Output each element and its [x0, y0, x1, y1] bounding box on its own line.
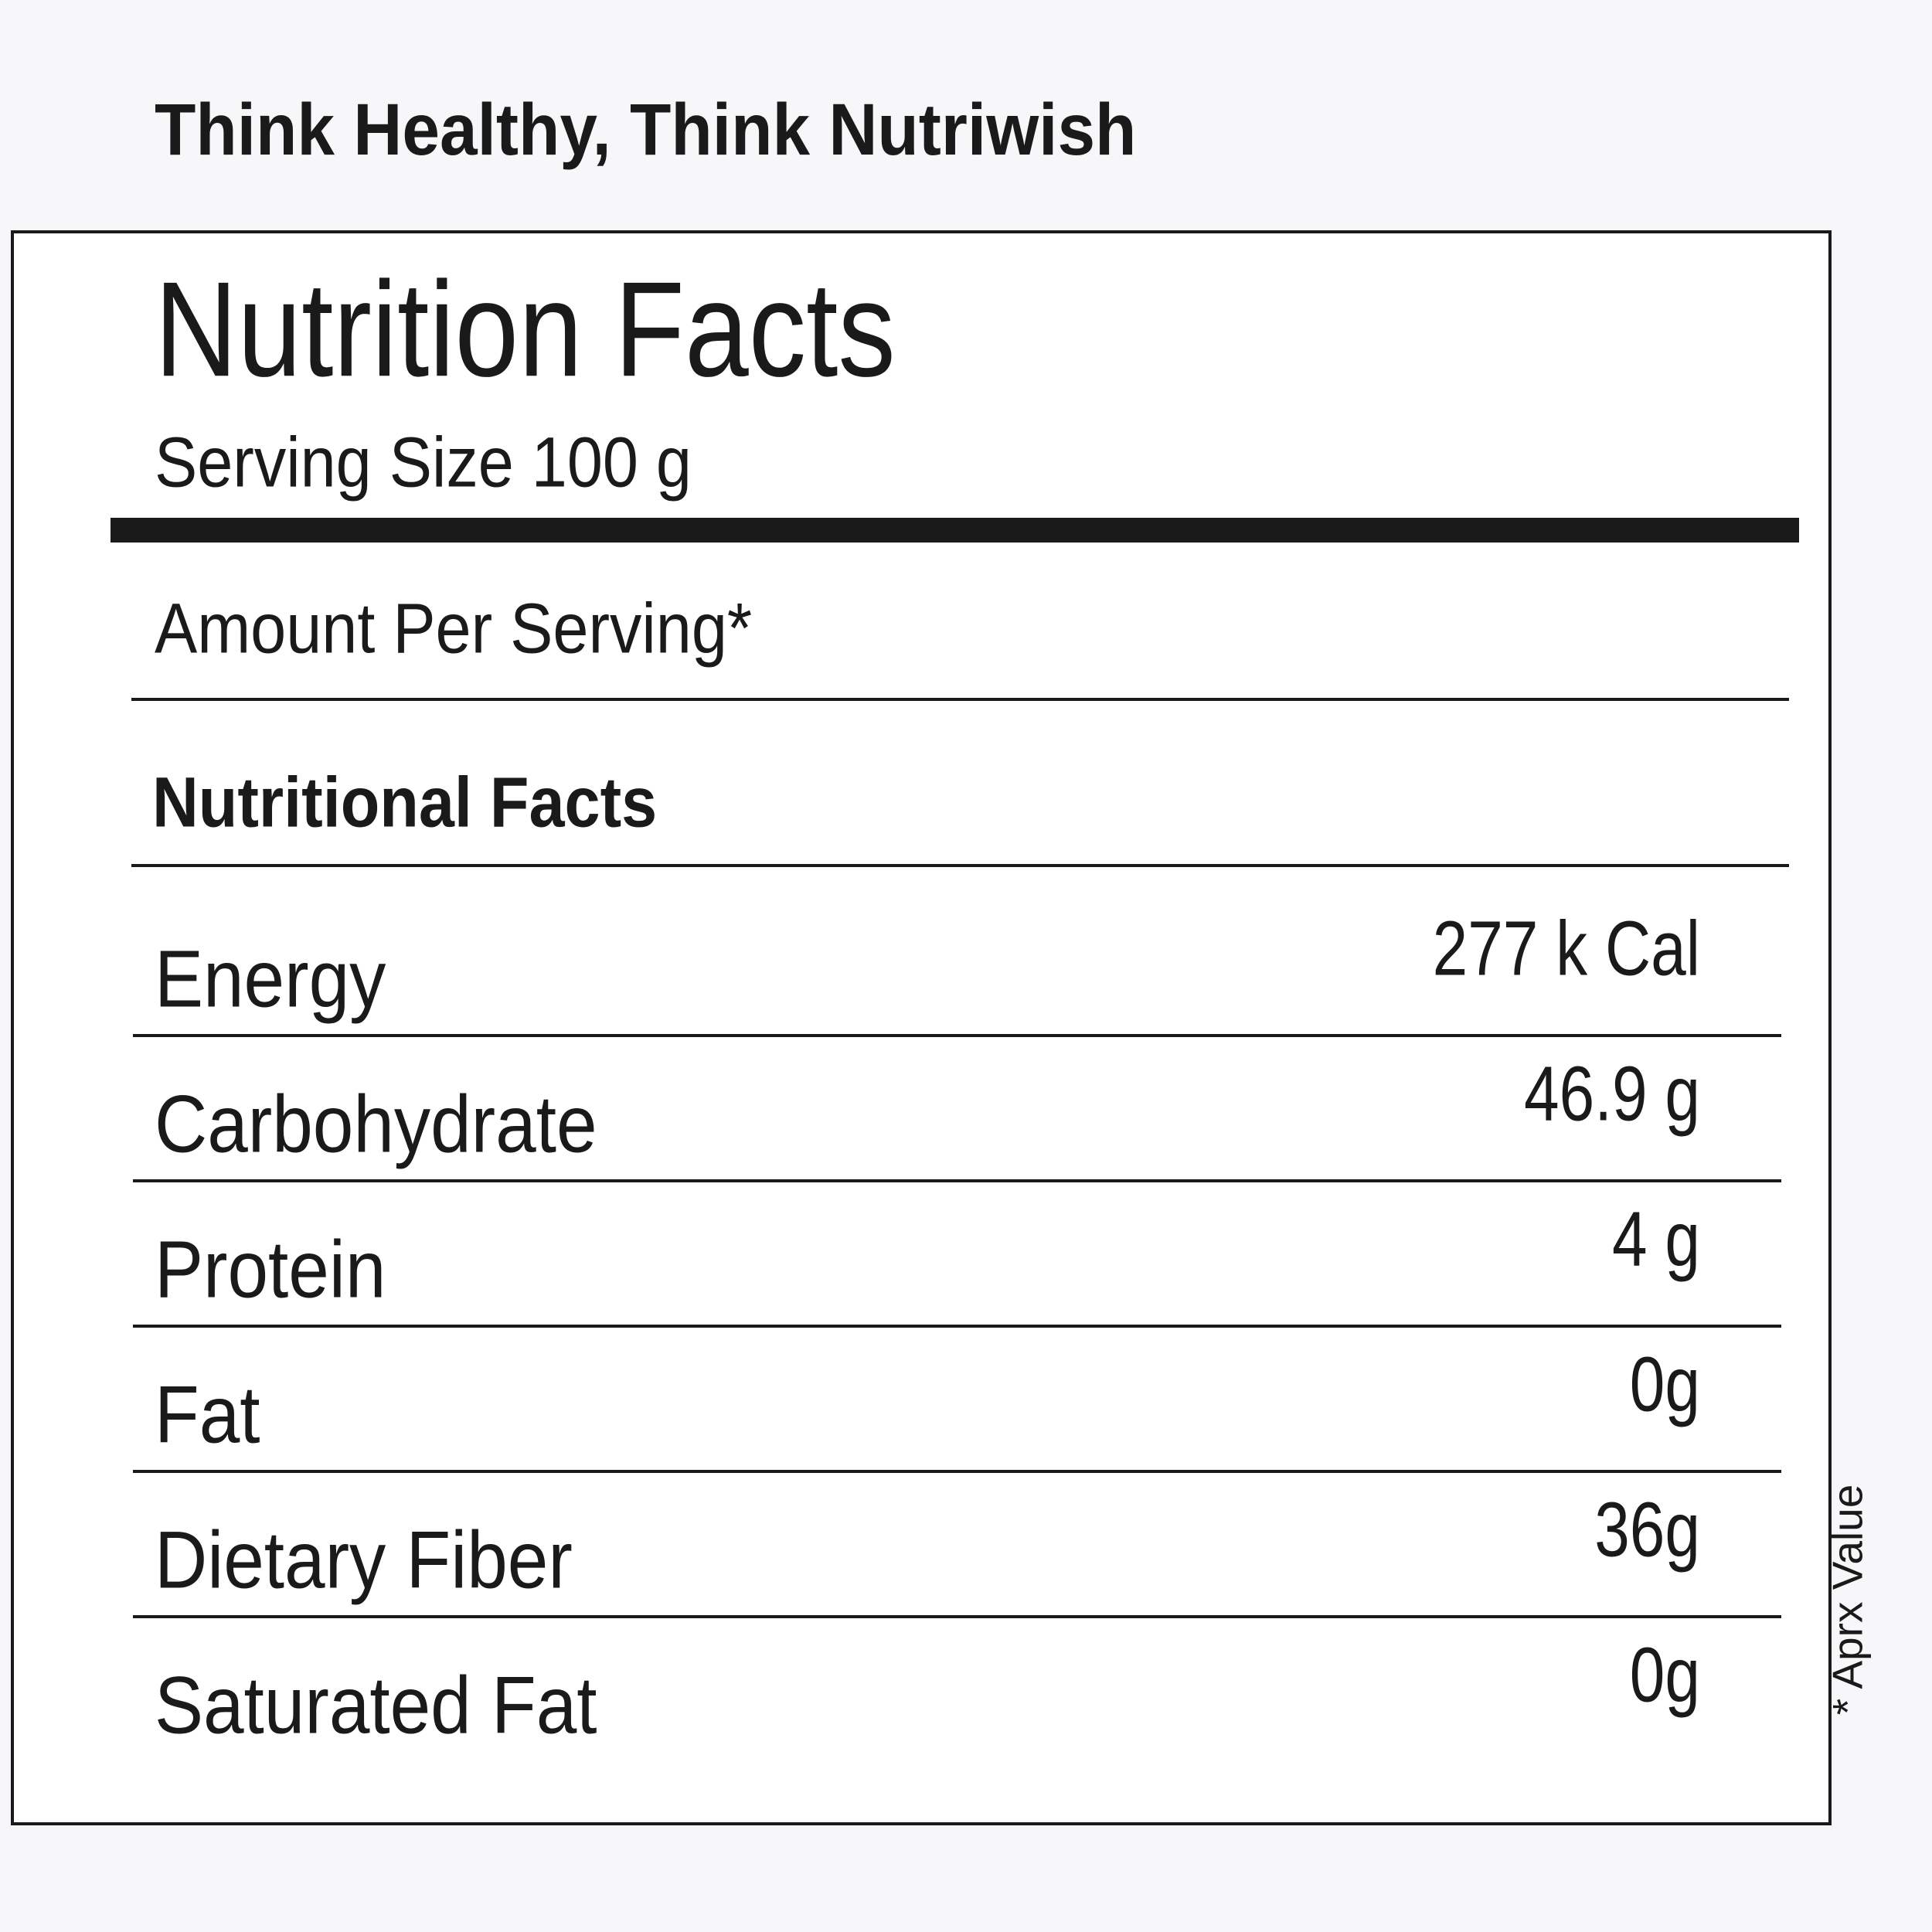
rows: Energy 277 k Cal Carbohydrate 46.9 g Protein… — [133, 906, 1781, 1751]
nutrient-value: 46.9 g — [1524, 1051, 1700, 1138]
nutrient-value: 0g — [1630, 1632, 1700, 1719]
nutrient-label: Energy — [155, 934, 386, 1025]
serving-size: Serving Size 100 g — [155, 422, 692, 502]
nutrient-label: Carbohydrate — [155, 1080, 597, 1170]
thick-rule — [111, 518, 1799, 543]
nutrient-value: 277 k Cal — [1433, 906, 1700, 992]
tagline: Think Healthy, Think Nutriwish — [155, 89, 1136, 171]
nutrient-label: Saturated Fat — [155, 1661, 597, 1751]
facts-title: Nutrition Facts — [155, 254, 896, 405]
nutrient-value: 4 g — [1612, 1196, 1700, 1283]
nutrient-label: Fat — [155, 1370, 260, 1461]
nutrient-value: 0g — [1630, 1342, 1700, 1428]
section-title: Nutritional Facts — [152, 762, 657, 842]
nutrient-label: Dietary Fiber — [155, 1515, 573, 1606]
nutrient-label: Protein — [155, 1225, 386, 1315]
amount-per-serving: Amount Per Serving* — [155, 588, 752, 668]
nutrient-value: 36g — [1594, 1487, 1700, 1573]
footnote: * Aprx Value — [1824, 1485, 1872, 1716]
facts-box — [11, 230, 1832, 1825]
